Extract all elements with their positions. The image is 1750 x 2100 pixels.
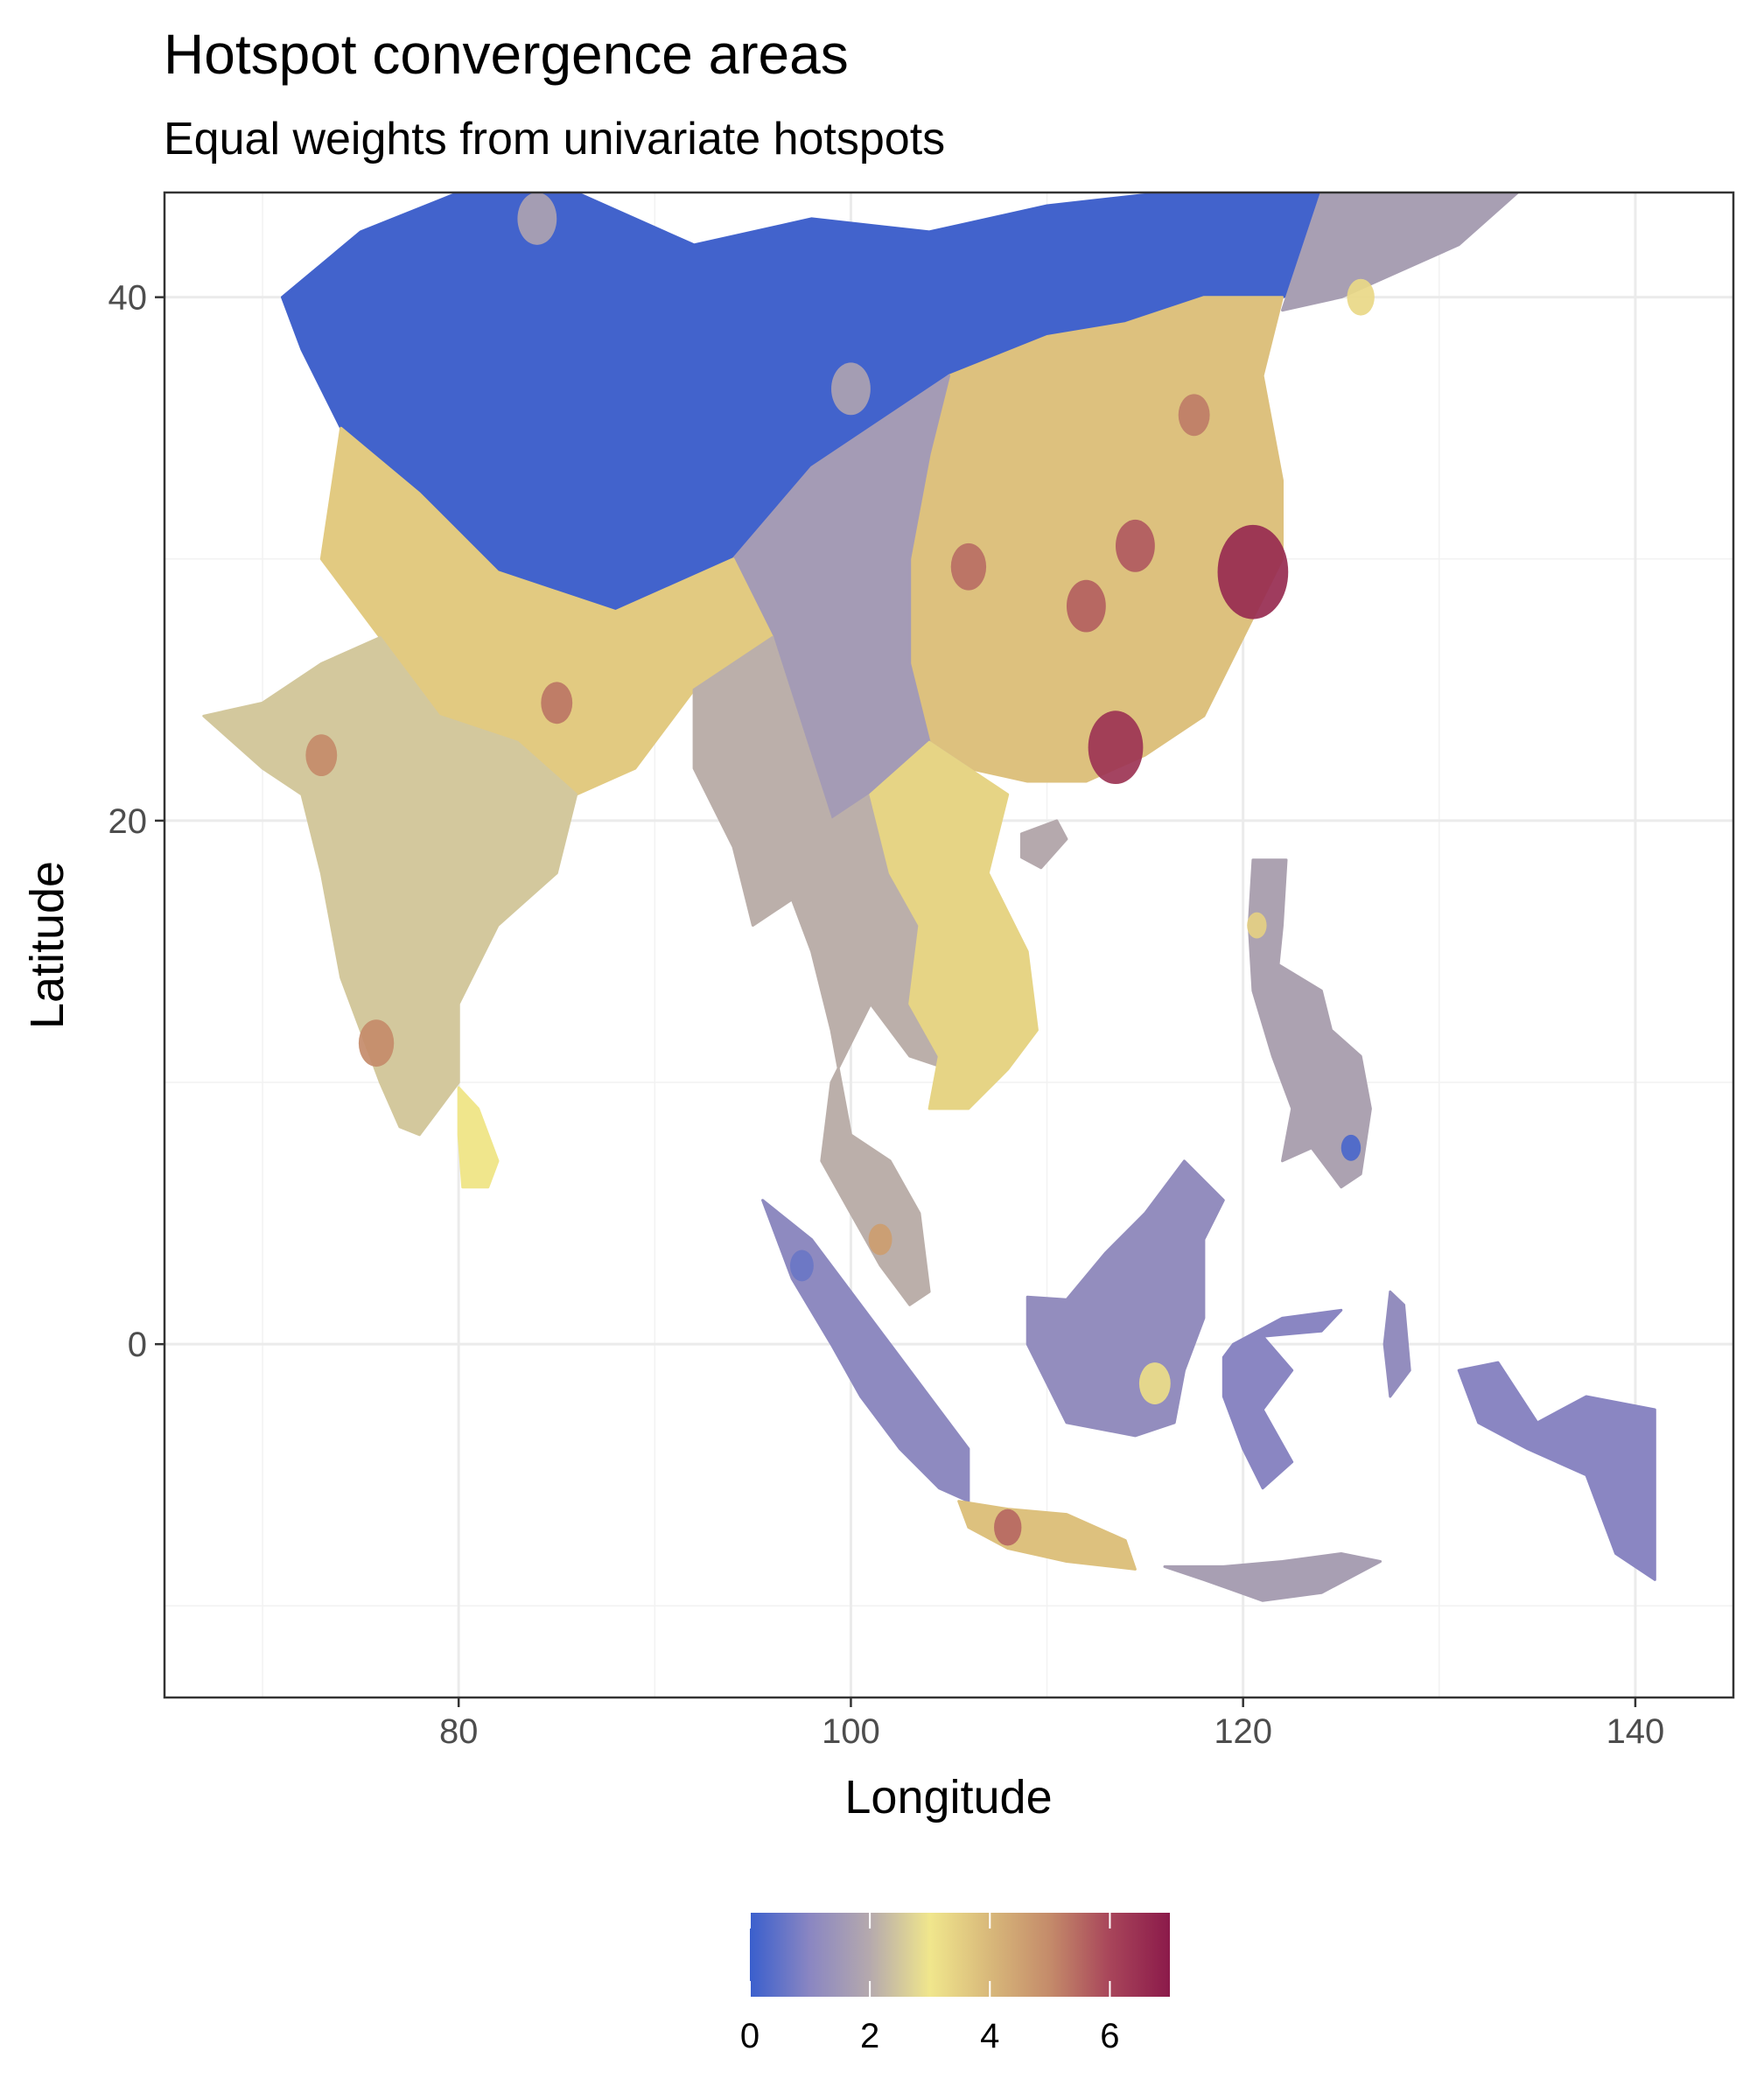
legend-tick-label: 2 xyxy=(860,2017,879,2055)
legend-tick-label: 4 xyxy=(980,2017,999,2055)
region-halmahera-moluccas: Halmahera-Moluccas xyxy=(1382,1290,1411,1398)
x-tick-label: 140 xyxy=(1606,1712,1665,1751)
x-tick-label: 80 xyxy=(439,1712,479,1751)
spot-pearl-river-delta xyxy=(1088,710,1144,785)
region-sumatra: Sumatra xyxy=(761,1199,970,1503)
spot-ganges xyxy=(541,682,573,724)
spot-yangtze-delta xyxy=(1217,524,1289,620)
x-axis-label: Longitude xyxy=(844,1771,1052,1824)
legend-ticks: 0 2 4 6 xyxy=(740,1913,1120,2055)
region-sri-lanka: Sri Lanka xyxy=(457,1086,500,1189)
spot-central-china xyxy=(1066,579,1106,633)
spot-western-ghats xyxy=(358,1019,395,1068)
spot-korea xyxy=(1347,278,1375,316)
spot-sichuan-basin xyxy=(950,542,987,591)
spot-malay-peninsula xyxy=(868,1223,892,1256)
region-indian-peninsula: Indian peninsula xyxy=(202,636,578,1137)
spot-gujarat xyxy=(305,734,338,777)
legend-colorbar xyxy=(750,1913,1170,1997)
spot-hubei xyxy=(1116,519,1155,572)
x-tick-label: 100 xyxy=(822,1712,880,1751)
spot-qinghai-lakes xyxy=(831,362,871,416)
region-borneo: Borneo xyxy=(1026,1159,1225,1438)
region-sulawesi: Sulawesi xyxy=(1222,1308,1343,1490)
region-philippines: Philippines xyxy=(1247,858,1372,1189)
y-tick-label: 20 xyxy=(108,802,148,841)
region-indochina-east: Indochina east xyxy=(869,740,1039,1110)
x-tick-label: 120 xyxy=(1214,1712,1272,1751)
spot-sumatra-north xyxy=(789,1250,814,1282)
y-tick-label: 0 xyxy=(128,1326,147,1364)
legend-tick-label: 0 xyxy=(740,2017,760,2055)
spot-tian-shan xyxy=(517,192,557,245)
chart-subtitle: Equal weights from univariate hotspots xyxy=(164,114,945,164)
region-northeast-china: Northeast China xyxy=(1281,192,1520,312)
spot-philippines-lake xyxy=(1340,1134,1362,1161)
region-nusa-tenggara: Nusa Tenggara xyxy=(1163,1552,1382,1602)
axis-ticks: 80 100 120 140 0 20 40 xyxy=(108,279,1665,1751)
spot-java-west xyxy=(994,1508,1022,1546)
spot-luzon-south xyxy=(1247,912,1267,939)
chart-title: Hotspot convergence areas xyxy=(164,23,849,86)
spot-shandong xyxy=(1178,394,1210,437)
y-tick-label: 40 xyxy=(108,279,148,318)
legend-tick-label: 6 xyxy=(1100,2017,1119,2055)
y-axis-label: Latitude xyxy=(21,861,74,1029)
region-new-guinea: New Guinea xyxy=(1457,1361,1656,1581)
spot-borneo-southeast xyxy=(1138,1362,1171,1404)
region-hainan: Hainan xyxy=(1019,819,1068,870)
plot-border xyxy=(163,191,1735,1699)
hotspot-peaks xyxy=(305,192,1375,1546)
